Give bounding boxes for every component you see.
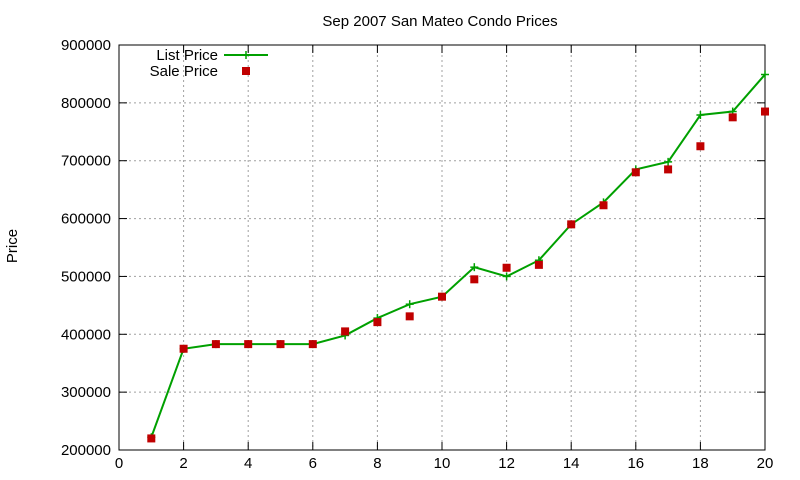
x-tick-label: 20	[757, 455, 774, 472]
x-tick-label: 10	[434, 455, 451, 472]
y-tick-label: 700000	[61, 153, 111, 170]
data-point-sale-price	[470, 275, 479, 284]
data-point-sale-price	[179, 344, 188, 353]
y-tick-label: 900000	[61, 37, 111, 54]
y-tick-label: 600000	[61, 211, 111, 228]
x-tick-label: 2	[179, 455, 187, 472]
x-tick-label: 18	[692, 455, 709, 472]
data-point-sale-price	[599, 201, 608, 210]
data-point-sale-price	[696, 142, 705, 151]
chart-title: Sep 2007 San Mateo Condo Prices	[322, 13, 557, 30]
data-point-sale-price	[405, 312, 414, 321]
data-point-sale-price	[373, 318, 382, 327]
legend-marker-list-price	[242, 51, 250, 59]
data-point-sale-price	[761, 107, 769, 116]
data-point-sale-price	[341, 327, 350, 336]
data-point-list-price	[405, 300, 414, 309]
series-layer	[147, 70, 769, 443]
y-axis-label: Price	[4, 229, 21, 263]
legend-sample-list-price	[224, 51, 268, 59]
x-tick-label: 8	[373, 455, 381, 472]
data-point-sale-price	[567, 220, 576, 229]
data-point-list-price	[696, 111, 705, 120]
data-point-sale-price	[631, 168, 640, 177]
legend-marker-sale-price	[242, 67, 250, 75]
data-point-list-price	[470, 263, 479, 272]
data-point-list-price	[664, 157, 673, 166]
y-tick-label: 300000	[61, 384, 111, 401]
data-point-sale-price	[502, 263, 511, 272]
data-point-list-price	[502, 272, 511, 281]
x-tick-label: 16	[627, 455, 644, 472]
x-tick-labels: 0 2 4 6 8 10 12 14 16 18 20	[115, 455, 774, 472]
data-point-sale-price	[211, 340, 220, 349]
y-tick-labels: 200000 300000 400000 500000 600000 700000 8000…	[61, 37, 111, 459]
data-point-sale-price	[534, 260, 543, 269]
series-line-list-price	[150, 73, 766, 438]
x-tick-label: 6	[309, 455, 317, 472]
data-point-sale-price	[664, 165, 673, 174]
axis-ticks	[118, 44, 766, 451]
x-tick-label: 12	[498, 455, 515, 472]
y-tick-label: 800000	[61, 95, 111, 112]
data-point-sale-price	[244, 340, 253, 349]
data-point-sale-price	[728, 113, 737, 122]
data-point-sale-price	[276, 340, 285, 349]
data-point-sale-price	[438, 292, 446, 301]
y-tick-label: 400000	[61, 326, 111, 343]
legend-sample-sale-price	[242, 67, 250, 75]
data-point-sale-price	[147, 434, 156, 443]
legend: List Price Sale Price	[150, 47, 268, 80]
x-tick-label: 4	[244, 455, 252, 472]
data-point-sale-price	[308, 340, 317, 349]
data-point-list-price	[761, 70, 769, 79]
x-tick-label: 0	[115, 455, 123, 472]
y-tick-label: 200000	[61, 442, 111, 459]
series-sale-price	[147, 107, 769, 443]
x-tick-label: 14	[563, 455, 580, 472]
legend-label-list-price: List Price	[156, 47, 218, 64]
y-tick-label: 500000	[61, 268, 111, 285]
legend-label-sale-price: Sale Price	[150, 63, 218, 80]
